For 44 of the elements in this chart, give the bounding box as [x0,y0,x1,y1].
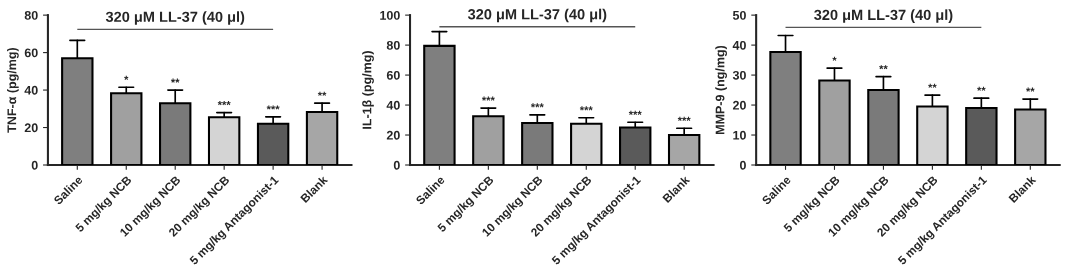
bar [667,133,701,165]
y-tick-label: 40 [24,85,38,95]
y-tick-label: 80 [24,10,38,20]
annotation: *** [481,96,495,101]
annotation: ** [1026,87,1035,92]
bar [207,116,241,165]
y-tick-label: 60 [24,48,38,58]
y-axis-title: TNF-α (pg/mg) [7,47,19,133]
bar [619,126,652,165]
annotation: *** [628,110,642,115]
y-tick-label: 100 [380,10,400,20]
bar [256,122,290,165]
bar [110,92,143,165]
y-tick-label: 40 [732,40,746,50]
annotation: * [124,75,129,80]
y-tick-label: 20 [386,130,400,140]
y-tick-label: 20 [732,100,746,110]
ref-line-label: 320 μM LL-37 (40 μl) [814,9,953,23]
ref-line-label: 320 μM LL-37 (40 μl) [467,8,607,23]
annotation: ** [170,78,180,83]
y-axis-title: MMP-9 (ng/mg) [715,45,727,135]
bar [570,122,603,165]
annotation: ** [928,83,937,88]
y-tick-label: 30 [732,70,746,80]
annotation: *** [530,103,544,108]
ref-line-label: 320 μM LL-37 (40 μl) [105,11,245,25]
annotation: ** [317,91,327,96]
annotation: ** [879,65,888,70]
y-axis-title: IL-1β (pg/mg) [362,51,374,129]
y-tick-label: 20 [24,123,38,133]
y-tick-label: 80 [386,40,400,50]
annotation: * [832,56,837,61]
y-tick-label: 0 [31,160,38,170]
y-tick-label: 60 [386,70,400,80]
y-tick-label: 0 [393,160,400,170]
annotation: *** [217,101,231,106]
annotation: *** [266,105,280,110]
y-tick-label: 0 [739,160,746,170]
y-tick-label: 50 [732,10,746,20]
y-tick-label: 40 [386,100,400,110]
annotation: *** [677,116,691,121]
y-tick-label: 10 [733,130,746,140]
annotation: *** [579,106,593,111]
annotation: ** [977,86,986,91]
